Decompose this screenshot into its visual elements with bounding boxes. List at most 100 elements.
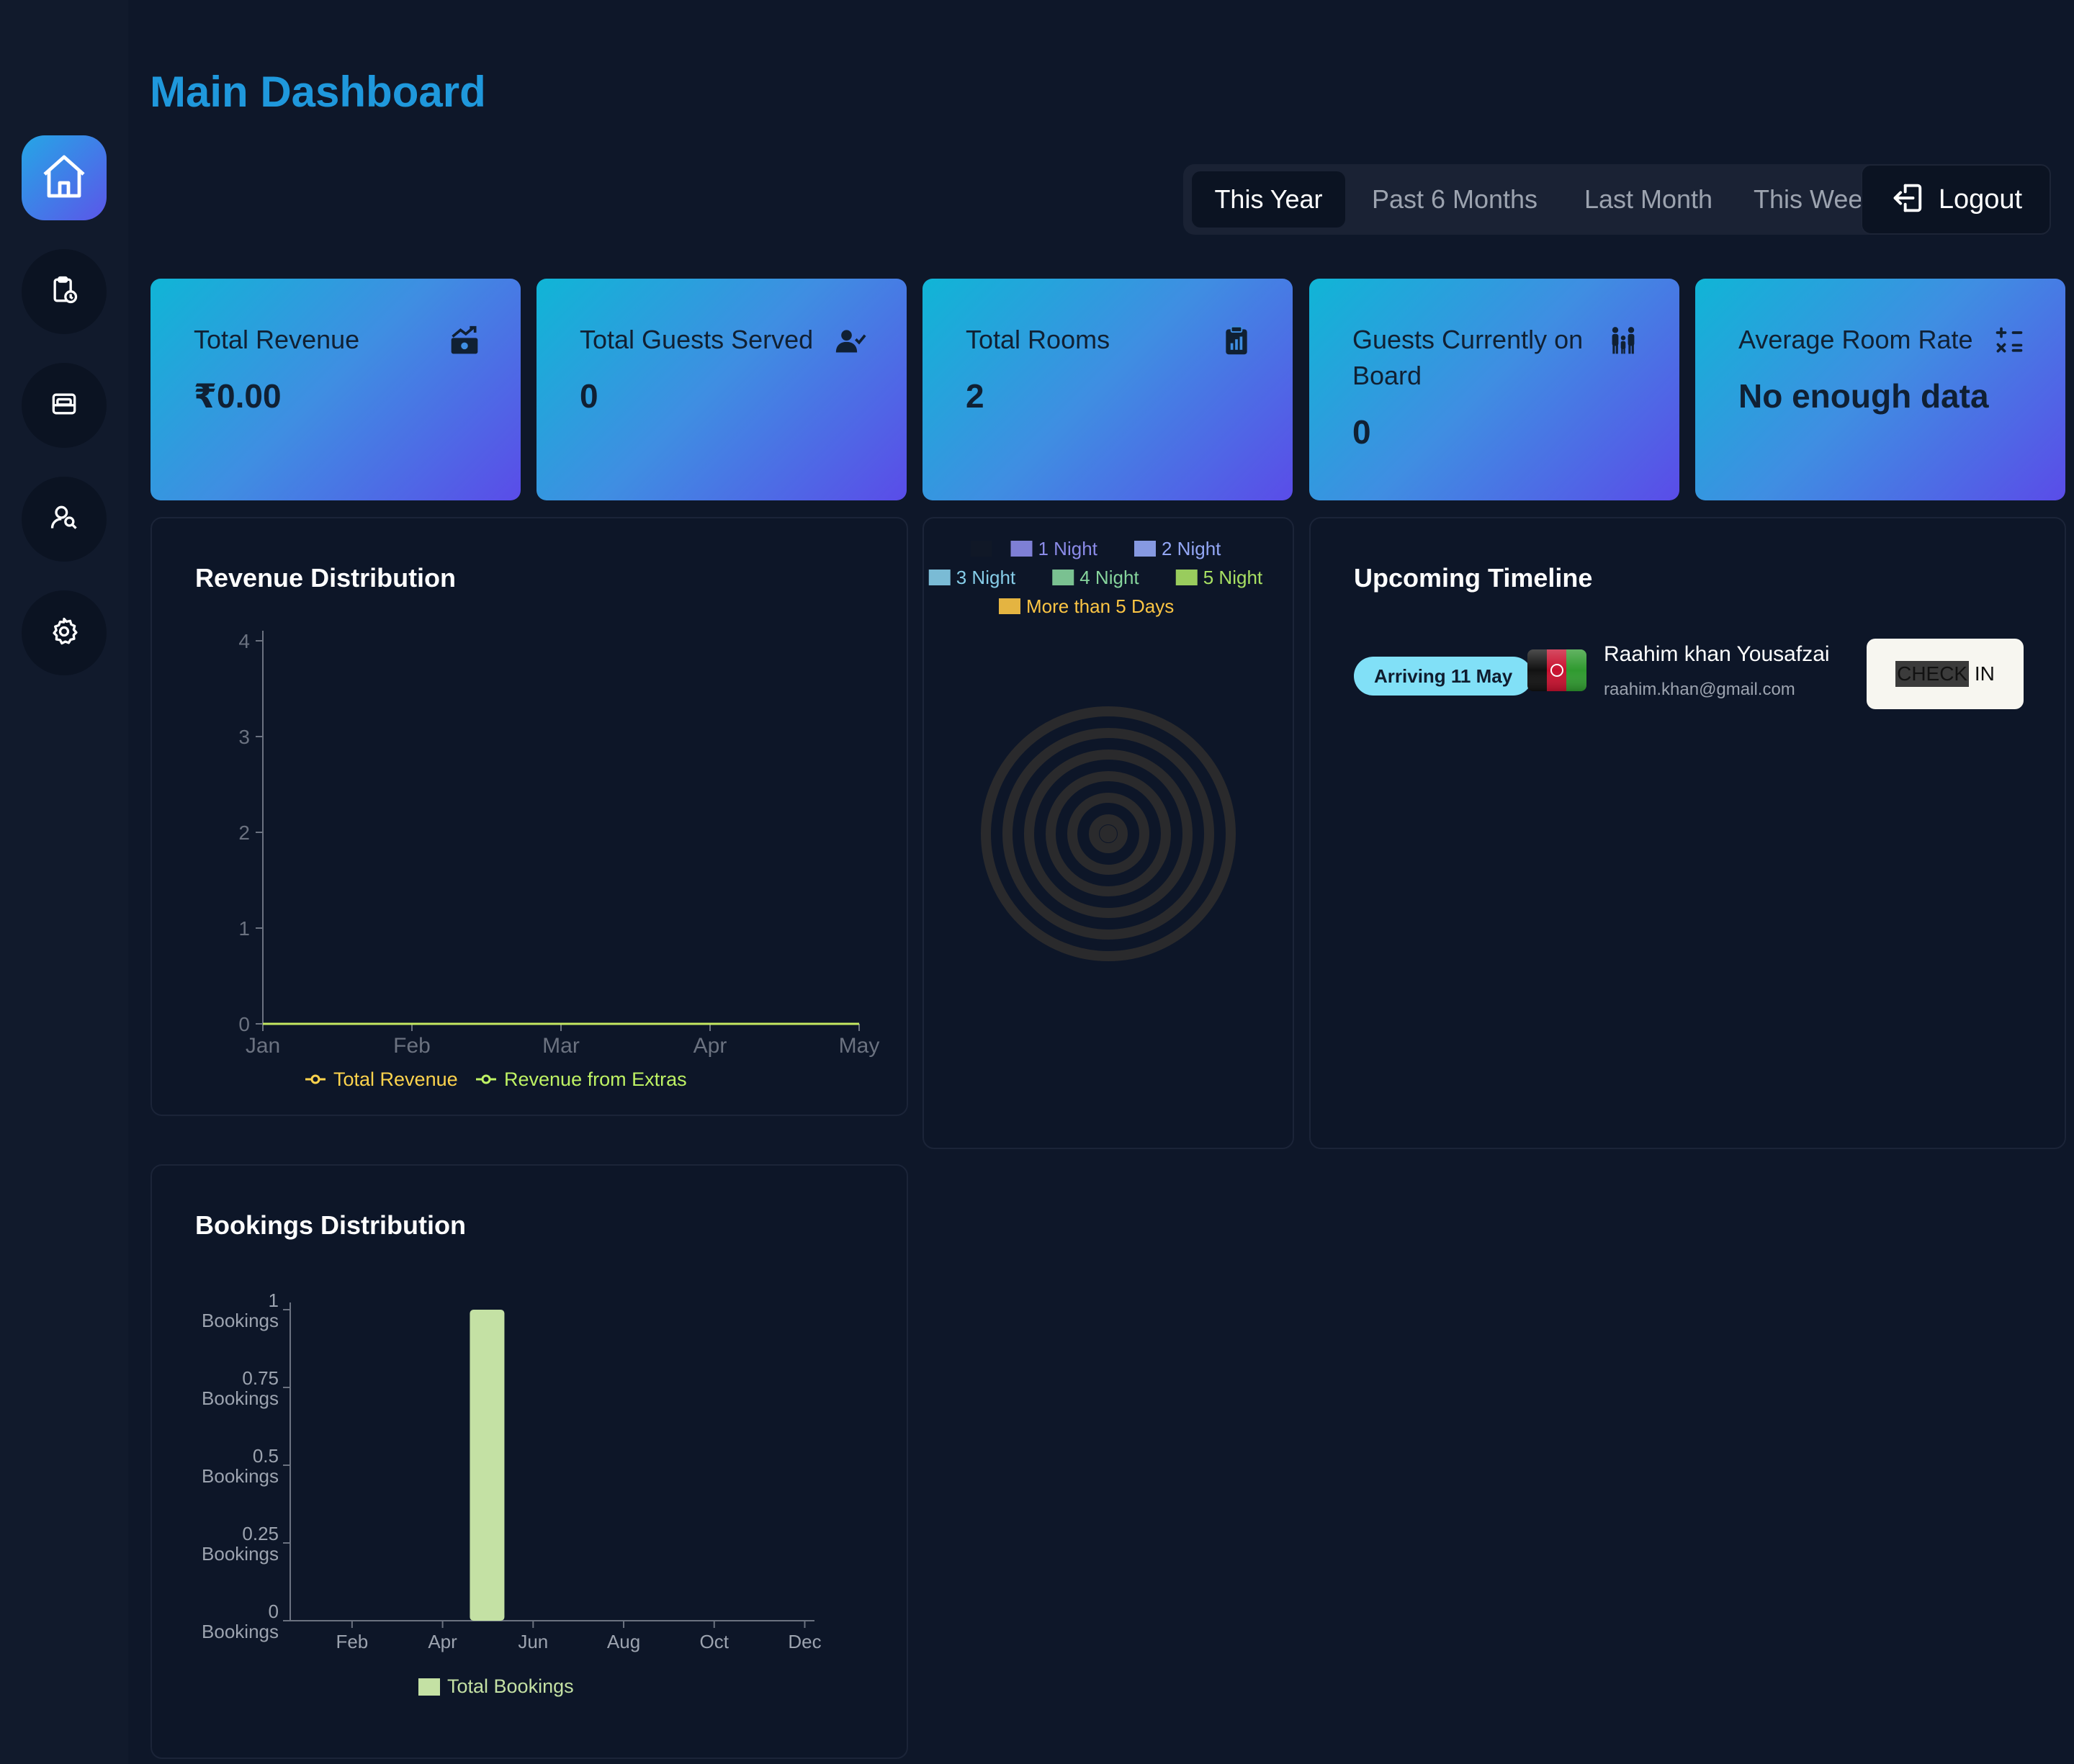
logout-label: Logout (1938, 184, 2023, 215)
tab-this-week[interactable]: This Week (1754, 184, 1876, 214)
stat-value: 0 (1352, 413, 1371, 451)
legend-label: 5 Night (1203, 567, 1263, 588)
arrival-badge: Arriving 11 May (1354, 657, 1533, 696)
sidebar (0, 0, 128, 1764)
y-tick-label: 0 (269, 1601, 279, 1622)
x-tick-label: Jun (518, 1631, 548, 1652)
legend-swatch (1134, 541, 1156, 557)
page-title: Main Dashboard (150, 68, 486, 116)
y-tick-label: 1 (269, 1290, 279, 1311)
x-tick-label: Aug (607, 1631, 640, 1652)
stat-card-guests-on-board: Guests Currently on Board 0 (1309, 279, 1679, 500)
y-tick-label: 1 (238, 917, 250, 940)
clipboard-clock-icon (48, 274, 80, 310)
stat-label: Total Guests Served (580, 325, 814, 354)
empty-pie-center (1100, 825, 1117, 842)
y-tick-label: 4 (238, 630, 250, 652)
users-icon (48, 502, 80, 537)
stat-value: 2 (966, 377, 984, 415)
check-in-button[interactable]: CHECK IN (1867, 639, 2024, 709)
stat-card-total-rooms: Total Rooms 2 (922, 279, 1293, 500)
y-tick-label: 0.5 (253, 1445, 279, 1467)
y-tick-unit: Bookings (202, 1621, 279, 1642)
sidebar-item-rooms[interactable] (22, 363, 107, 448)
y-tick-label: 0.75 (242, 1367, 279, 1389)
legend-label: 4 Night (1079, 567, 1139, 588)
x-tick-label: May (839, 1034, 880, 1058)
stat-card-total-revenue: Total Revenue ₹0.00 (151, 279, 521, 500)
money-chart-icon (449, 325, 480, 356)
legend-label: Total Revenue (333, 1068, 458, 1090)
empty-pie-ring (981, 706, 1236, 961)
legend-swatch (1052, 570, 1074, 585)
y-tick-unit: Bookings (202, 1465, 279, 1487)
revenue-line-chart: 0 1 2 3 4 Jan Feb Mar Apr May Total Revenue Revenue… (238, 630, 880, 1090)
bookings-bar-chart: 0Bookings0.25Bookings0.5Bookings0.75Book… (202, 1290, 822, 1697)
logout-button[interactable]: Logout (1861, 164, 2051, 235)
stat-card-total-guests-served: Total Guests Served 0 (537, 279, 907, 500)
y-tick-label: 0.25 (242, 1523, 279, 1544)
bookings-distribution-panel: Bookings Distribution 0 Bookings 0.25 Booki… (151, 1164, 908, 1759)
x-tick-label: Apr (693, 1034, 727, 1058)
sidebar-item-guests[interactable] (22, 477, 107, 562)
y-tick-unit: Bookings (202, 1387, 279, 1409)
sidebar-item-bookings[interactable] (22, 249, 107, 334)
tab-past-6-months[interactable]: Past 6 Months (1371, 184, 1538, 214)
legend-swatch (928, 570, 951, 585)
x-tick-label: Mar (542, 1034, 580, 1058)
stat-card-average-room-rate: Average Room Rate No enough data (1695, 279, 2065, 500)
home-icon (38, 150, 90, 206)
legend-label: 3 Night (956, 567, 1016, 588)
panel-title: Revenue Distribution (195, 563, 457, 593)
stay-length-panel: 1 Night 2 Night 3 Night 4 Night 5 Night More … (922, 517, 1294, 1149)
stat-label: Total Revenue (194, 325, 360, 354)
sidebar-item-home[interactable] (22, 135, 107, 220)
x-tick-label: Oct (700, 1631, 730, 1652)
empty-pie-ring (1067, 793, 1149, 875)
y-tick-label: 3 (238, 726, 250, 748)
x-tick-label: Feb (393, 1034, 431, 1058)
legend-marker-dot (310, 1074, 320, 1084)
empty-pie-ring (1024, 750, 1193, 918)
legend-swatch (999, 598, 1020, 614)
legend-label: More than 5 Days (1026, 595, 1174, 617)
legend-label: 2 Night (1162, 538, 1221, 559)
legend-marker-dot (481, 1074, 491, 1084)
y-tick-label: 2 (238, 822, 250, 844)
check-in-label-highlight: CHECK (1895, 661, 1970, 687)
stat-label: Guests Currently on Board (1352, 325, 1584, 390)
stat-label: Total Rooms (966, 325, 1110, 354)
legend-swatch (418, 1678, 440, 1696)
legend-label: Revenue from Extras (504, 1068, 687, 1090)
legend-swatch (1175, 570, 1198, 585)
upcoming-timeline-panel: Upcoming Timeline Arriving 11 May Raahim… (1309, 517, 2066, 1149)
x-tick-label: Feb (336, 1631, 368, 1652)
stat-value: 0 (580, 377, 598, 415)
tab-this-year[interactable]: This Year (1192, 171, 1345, 228)
guest-name: Raahim khan Yousafzai (1604, 642, 1830, 666)
x-tick-label: Apr (428, 1631, 457, 1652)
empty-pie-ring (1002, 728, 1214, 940)
guest-email: raahim.khan@gmail.com (1604, 680, 1795, 699)
y-tick-label: 0 (238, 1013, 250, 1035)
afghanistan-flag-icon (1527, 649, 1586, 691)
revenue-distribution-panel: Revenue Distribution 0 1 2 3 4 Jan Feb Mar Apr Ma… (151, 517, 908, 1116)
empty-pie-ring (1046, 771, 1171, 896)
stat-value: No enough data (1738, 377, 1989, 415)
tab-last-month[interactable]: Last Month (1584, 184, 1713, 214)
panel-title: Bookings Distribution (195, 1210, 466, 1240)
stay-length-pie-chart: 1 Night 2 Night 3 Night 4 Night 5 Night More … (928, 538, 1263, 961)
panel-title: Upcoming Timeline (1354, 563, 1593, 593)
clipboard-chart-icon (1221, 325, 1252, 356)
x-tick-label: Dec (788, 1631, 821, 1652)
x-tick-label: Jan (246, 1034, 280, 1058)
legend-label: 1 Night (1038, 538, 1098, 559)
logout-icon (1890, 179, 1927, 220)
stat-value: ₹0.00 (194, 377, 282, 415)
check-in-label: IN (1969, 662, 1995, 685)
y-tick-unit: Bookings (202, 1310, 279, 1331)
calculator-icon (1993, 325, 2025, 356)
sidebar-item-settings[interactable] (22, 590, 107, 675)
stat-label: Average Room Rate (1738, 325, 1973, 354)
gear-icon (48, 616, 80, 651)
